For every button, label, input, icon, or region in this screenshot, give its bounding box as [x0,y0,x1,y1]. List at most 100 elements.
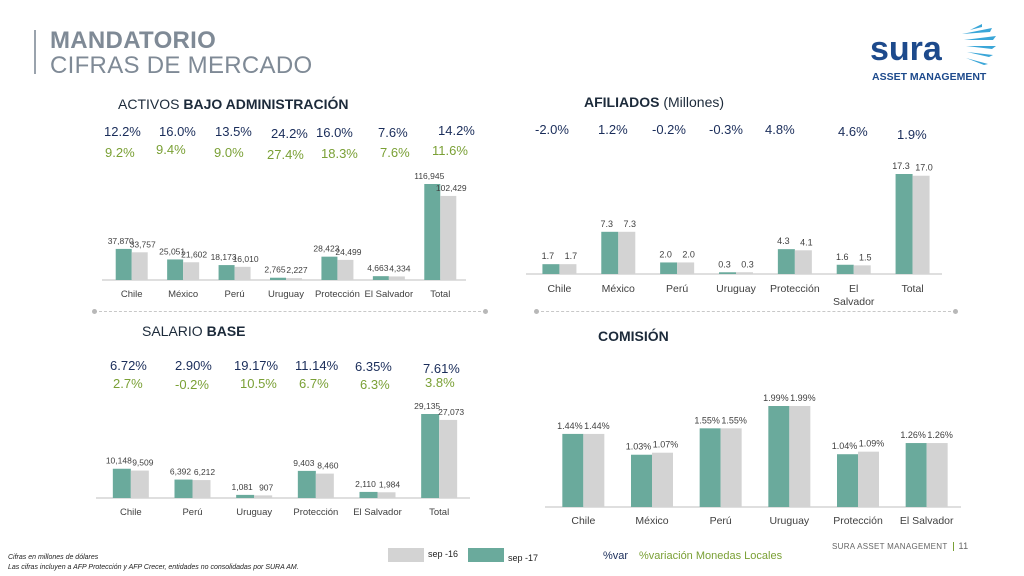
footnotes: Cifras en millones de dólares Las cifras… [8,553,299,573]
activos-category-label: Total [430,289,450,300]
comision-data-label: 1.44% [584,421,610,431]
activos-var-chile: 12.2% [104,124,141,139]
afiliados-bar-sep17 [777,249,795,274]
comision-title-bold: COMISIÓN [598,328,669,344]
comision-data-label: 1.04% [832,441,858,451]
activos-category-label: El Salvador [365,289,414,300]
salario-category-label: El Salvador [353,507,402,518]
afiliados-data-label: 2.0 [659,249,672,259]
activos-local-peru: 9.0% [214,145,244,160]
activos-bar-sep17 [321,256,338,280]
activos-bar-sep17 [372,276,389,280]
activos-bar-sep16 [388,276,405,280]
comision-data-label: 1.55% [694,415,720,425]
afiliados-data-label: 0.3 [718,259,731,269]
salario-bar-sep16 [192,480,211,498]
comision-bar-sep16 [858,451,879,507]
activos-data-label: 16,010 [233,254,259,264]
activos-data-label: 18,173 [211,252,237,262]
comision-bar-sep16 [652,452,673,507]
comision-bar-sep17 [562,433,584,507]
afiliados-bar-sep16 [559,264,577,274]
logo-brand: sura [870,30,943,68]
activos-bar-sep16 [234,266,251,280]
salario-data-label: 29,135 [414,401,440,411]
activos-data-label: 4,663 [367,263,389,273]
comision-category-label: El Salvador [900,515,954,527]
activos-bar-sep17 [218,265,235,280]
comision-bar-sep16 [583,433,605,507]
activos-var-uruguay: 24.2% [271,126,308,141]
activos-bar-sep16 [286,278,302,280]
activos-category-label: México [168,289,198,300]
legend-label-sep17: sep -17 [508,553,539,563]
comision-data-label: 1.99% [790,393,816,403]
afiliados-data-label: 17.3 [892,161,910,171]
salario-data-label: 2,110 [355,479,376,489]
comision-bar-sep17 [768,406,790,507]
activos-data-label: 2,227 [286,265,308,275]
afiliados-data-label: 0.3 [741,259,754,269]
afiliados-bar-sep16 [794,250,812,274]
salario-var-proteccion: 11.14% [295,358,339,373]
salario-data-label: 9,403 [293,458,315,468]
activos-category-label: Chile [121,289,143,300]
comision-data-label: 1.26% [900,430,926,440]
afiliados-var-total: 1.9% [897,127,927,142]
divider-right-dot-start [534,309,539,314]
activos-var-proteccion: 16.0% [316,125,353,140]
afiliados-category-label: México [602,283,635,295]
section-title-afiliados: AFILIADOS (Millones) [584,94,724,110]
salario-data-label: 10,148 [106,456,132,466]
comision-bar-sep17 [905,443,927,507]
activos-category-label: Protección [315,289,360,300]
salario-title-prefix: SALARIO [142,323,207,339]
salario-var-elsalvador: 6.35% [355,359,392,374]
footnote-units: Cifras en millones de dólares [8,554,99,561]
divider-left-dot-end [483,309,488,314]
afiliados-data-label: 1.7 [565,251,578,261]
activos-var-peru: 13.5% [215,124,252,139]
afiliados-var-elsalvador: 4.6% [838,124,868,139]
page-title: MANDATORIO [50,27,217,54]
comision-bar-sep17 [699,428,721,507]
salario-bar-sep16 [130,470,149,498]
salario-local-proteccion: 6.7% [299,376,329,391]
afiliados-data-label: 1.5 [859,252,872,262]
afiliados-title-suffix: (Millones) [659,94,725,110]
title-accent-bar [34,30,36,74]
comision-bar-sep17 [631,454,652,507]
afiliados-category-label: Salvador [833,296,875,308]
section-title-salario: SALARIO BASE [142,323,246,339]
comision-data-label: 1.44% [557,421,583,431]
afiliados-var-chile: -2.0% [535,122,569,137]
salario-data-label: 9,509 [132,458,154,468]
activos-title-prefix: ACTIVOS [118,96,184,112]
afiliados-bar-sep16 [618,231,636,274]
comision-bar-sep16 [720,428,742,507]
section-title-activos: ACTIVOS BAJO ADMINISTRACIÓN [118,96,349,112]
legend-label-local: %variación Monedas Locales [639,550,783,562]
afiliados-bar-sep17 [660,262,678,274]
afiliados-bar-sep17 [719,272,736,274]
salario-local-elsalvador: 6.3% [360,377,390,392]
afiliados-bar-sep16 [912,175,930,274]
legend-swatch-sep17 [468,548,504,562]
activos-category-label: Uruguay [268,289,304,300]
afiliados-data-label: 1.6 [836,252,849,262]
activos-local-uruguay: 27.4% [267,147,304,162]
activos-local-mexico: 9.4% [156,142,186,157]
salario-var-peru: 2.90% [175,358,212,373]
afiliados-category-label: Chile [547,283,571,295]
salario-category-label: Total [429,507,449,518]
afiliados-data-label: 2.0 [682,249,695,259]
salario-data-label: 27,073 [438,407,464,417]
salario-bar-sep17 [236,494,255,498]
comision-data-label: 1.55% [721,415,747,425]
comision-category-label: Chile [571,515,595,527]
activos-var-mexico: 16.0% [159,124,196,139]
salario-data-label: 6,392 [170,467,192,477]
salario-bar-sep16 [254,495,273,498]
afiliados-category-label: Uruguay [716,283,756,295]
